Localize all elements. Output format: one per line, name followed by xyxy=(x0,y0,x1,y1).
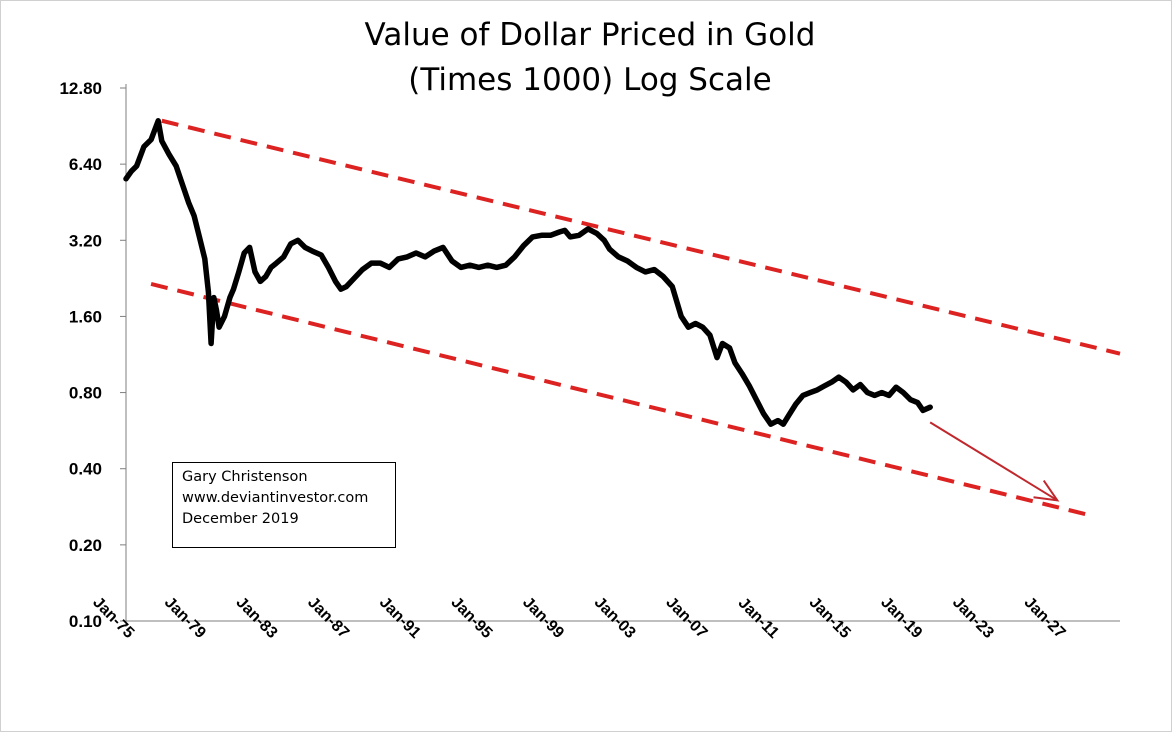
x-tick-label: Jan-91 xyxy=(376,594,424,642)
x-tick-label: Jan-79 xyxy=(161,594,209,642)
projection-arrow xyxy=(929,421,1058,502)
gold-value-series-line xyxy=(123,118,933,427)
y-tick-label: 12.80 xyxy=(59,79,102,98)
x-tick-label: Jan-03 xyxy=(591,594,639,642)
chart-subtitle: (Times 1000) Log Scale xyxy=(408,62,771,98)
y-tick-label: 0.20 xyxy=(69,536,102,555)
x-tick-label: Jan-99 xyxy=(519,594,567,642)
y-tick-label: 0.40 xyxy=(69,460,102,479)
x-tick-label: Jan-95 xyxy=(448,594,496,642)
x-tick-label: Jan-07 xyxy=(662,594,710,642)
x-tick-label: Jan-27 xyxy=(1021,594,1069,642)
chart-title: Value of Dollar Priced in Gold xyxy=(365,17,816,53)
projection-arrow-head xyxy=(1033,479,1060,502)
y-tick-label: 1.60 xyxy=(69,307,102,326)
x-tick-label: Jan-11 xyxy=(735,595,782,642)
x-tick-label: Jan-23 xyxy=(949,594,997,642)
author-name: Gary Christenson xyxy=(182,469,308,485)
y-tick-label: 3.20 xyxy=(69,231,102,250)
x-tick-label: Jan-83 xyxy=(233,594,281,642)
y-tick-label: 0.80 xyxy=(69,384,102,403)
x-tick-label: Jan-19 xyxy=(877,594,925,642)
x-tick-label: Jan-15 xyxy=(806,594,854,642)
website-text: www.deviantinvestor.com xyxy=(182,490,369,506)
date-text: December 2019 xyxy=(182,511,299,527)
y-tick-label: 0.10 xyxy=(69,612,102,631)
upper-trendline xyxy=(161,118,1121,356)
y-tick-label: 6.40 xyxy=(69,155,102,174)
x-tick-label: Jan-87 xyxy=(304,594,352,642)
attribution-box: Gary Christenson www.deviantinvestor.com… xyxy=(172,462,396,548)
